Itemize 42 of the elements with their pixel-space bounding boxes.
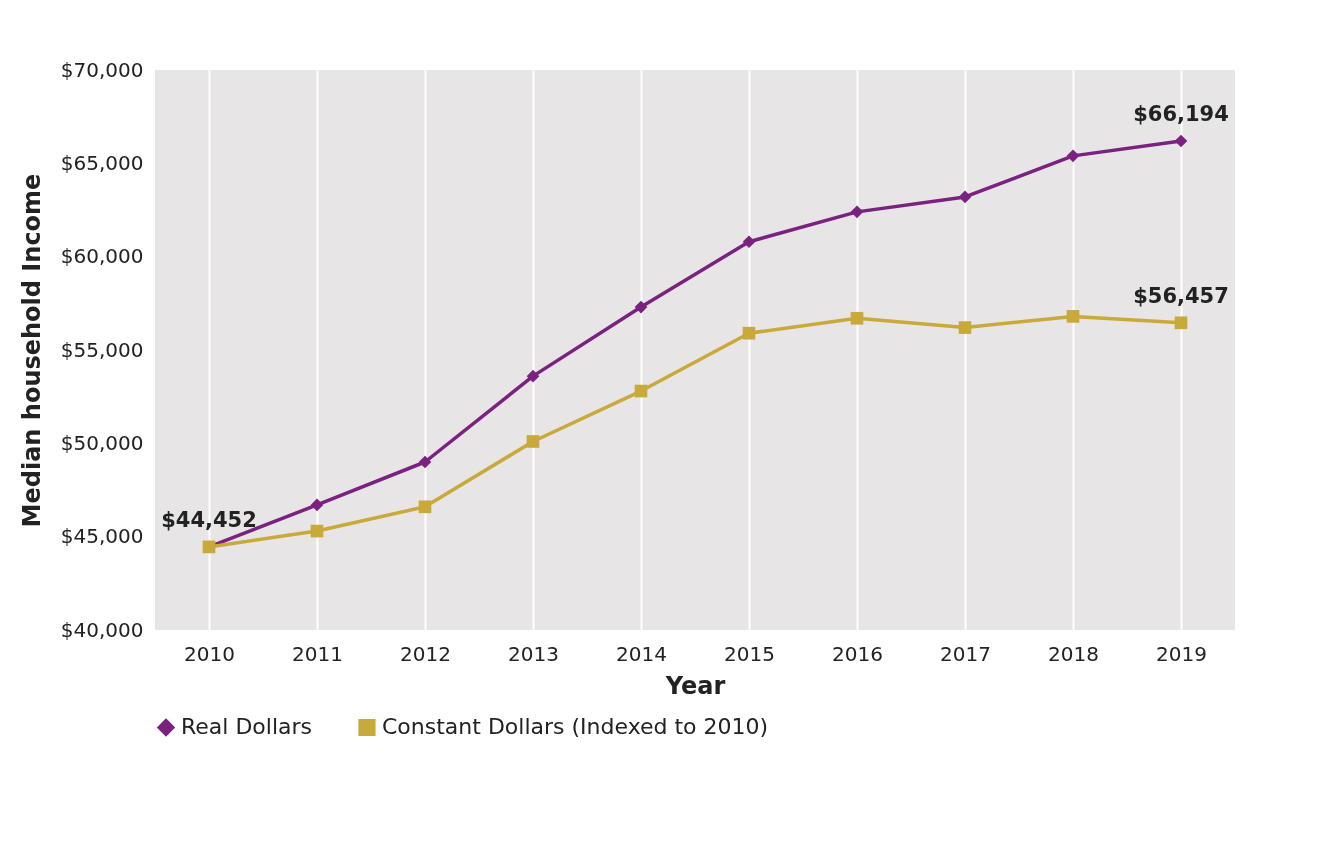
point xyxy=(526,369,540,383)
x-tick-label: 2015 xyxy=(724,641,775,666)
x-tick-label: 2018 xyxy=(1048,641,1099,666)
point xyxy=(742,326,756,340)
data-label: $56,457 xyxy=(1133,283,1229,308)
x-tick-label: 2010 xyxy=(184,641,235,666)
legend-label: Real Dollars xyxy=(181,714,313,740)
point xyxy=(1066,149,1080,163)
y-tick-label: $50,000 xyxy=(60,430,144,455)
point xyxy=(1174,134,1188,148)
y-tick-label: $65,000 xyxy=(60,150,144,175)
point xyxy=(418,455,432,469)
point xyxy=(958,321,972,334)
point xyxy=(850,205,864,219)
y-tick-label: $70,000 xyxy=(60,57,144,82)
data-label: $44,452 xyxy=(161,507,257,532)
legend-label: Constant Dollars (Indexed to 2010) xyxy=(382,714,769,740)
y-tick-label: $55,000 xyxy=(60,337,144,362)
point xyxy=(1066,310,1080,323)
y-tick-label: $40,000 xyxy=(60,617,144,642)
x-tick-label: 2016 xyxy=(832,641,883,666)
x-tick-label: 2013 xyxy=(508,641,559,666)
x-tick-label: 2011 xyxy=(292,641,343,666)
point xyxy=(634,384,648,398)
y-tick-label: $45,000 xyxy=(60,524,144,549)
point xyxy=(526,435,540,448)
point xyxy=(310,524,324,538)
point xyxy=(742,235,756,249)
point xyxy=(310,498,324,512)
x-tick-label: 2019 xyxy=(1156,641,1207,666)
x-tick-label: 2012 xyxy=(400,641,451,666)
point xyxy=(418,500,432,514)
x-axis-title: Year xyxy=(664,671,726,700)
data-label: $66,194 xyxy=(1133,102,1229,127)
y-tick-label: $60,000 xyxy=(60,244,144,269)
y-axis-title: Median household Income xyxy=(17,173,46,528)
x-tick-label: 2017 xyxy=(940,641,991,666)
point xyxy=(634,300,648,314)
point xyxy=(1174,316,1188,330)
point xyxy=(958,190,972,204)
point xyxy=(850,311,864,325)
x-tick-label: 2014 xyxy=(616,641,667,666)
